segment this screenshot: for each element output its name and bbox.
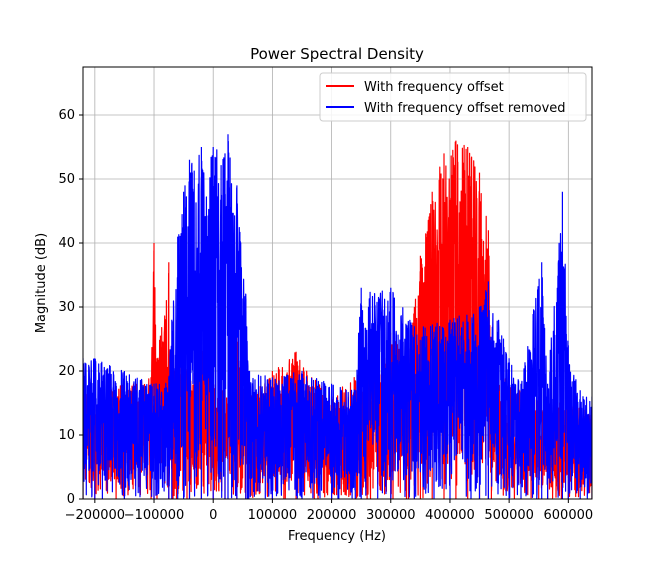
x-tick-label: 500000 — [484, 508, 534, 523]
y-tick-label: 50 — [58, 172, 75, 187]
x-tick-label: −200000 — [65, 508, 126, 523]
plot-frame — [82, 66, 593, 500]
y-tick-label: 10 — [58, 428, 75, 443]
x-tick-label: 0 — [209, 508, 217, 523]
y-tick-label: 20 — [58, 364, 75, 379]
legend-label-removed: With frequency offset removed — [364, 101, 566, 116]
y-tick-label: 40 — [58, 236, 75, 251]
x-tick-label: 400000 — [425, 508, 475, 523]
legend: With frequency offset With frequency off… — [319, 72, 587, 122]
chart-title: Power Spectral Density — [250, 45, 424, 63]
x-tick-label: 200000 — [307, 508, 357, 523]
axis-ticks: −200000−100000 0 100000 200000 300000 400000 5… — [58, 108, 593, 523]
legend-label-offset: With frequency offset — [364, 80, 504, 95]
y-tick-label: 60 — [58, 108, 75, 123]
series-offset-removed — [83, 134, 592, 499]
x-tick-label: 300000 — [366, 508, 416, 523]
y-tick-label: 0 — [67, 492, 75, 507]
x-tick-label: −100000 — [124, 508, 185, 523]
x-axis-label: Frequency (Hz) — [288, 529, 386, 544]
series-layer — [83, 134, 592, 499]
legend-box — [319, 72, 587, 122]
x-tick-label: 100000 — [248, 508, 298, 523]
y-axis-label: Magnitude (dB) — [34, 233, 49, 333]
y-tick-label: 30 — [58, 300, 75, 315]
x-tick-label: 600000 — [544, 508, 594, 523]
